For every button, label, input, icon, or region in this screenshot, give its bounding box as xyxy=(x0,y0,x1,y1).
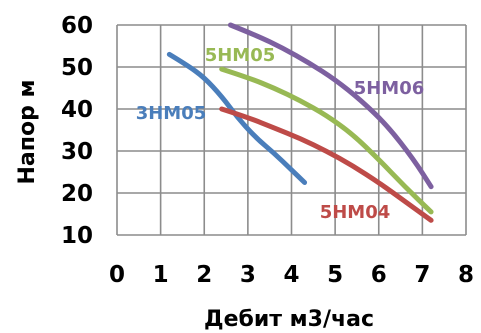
x-tick-label-1: 1 xyxy=(153,262,169,288)
series-line-3hm05 xyxy=(166,51,308,185)
y-tick-label-40: 40 xyxy=(61,97,93,123)
x-tick-label-8: 8 xyxy=(458,262,474,288)
y-tick-label-30: 30 xyxy=(61,139,93,165)
series-label-3hm05: 3HM05 xyxy=(136,103,207,124)
x-tick-label-0: 0 xyxy=(109,262,125,288)
series-line-5hm05 xyxy=(219,66,434,215)
x-tick-label-3: 3 xyxy=(240,262,256,288)
series-lines xyxy=(166,22,434,223)
tick-labels: 0 1 2 3 4 5 6 7 8 10 20 30 40 50 60 xyxy=(61,13,474,288)
x-tick-label-5: 5 xyxy=(327,262,343,288)
x-tick-label-2: 2 xyxy=(196,262,212,288)
y-tick-label-20: 20 xyxy=(61,181,93,207)
x-tick-label-6: 6 xyxy=(371,262,387,288)
x-axis-title: Дебит м3/час xyxy=(204,307,374,332)
x-tick-label-7: 7 xyxy=(414,262,430,288)
series-label-5hm04: 5HM04 xyxy=(320,202,391,223)
grid xyxy=(116,24,467,236)
series-line-5hm04 xyxy=(219,106,434,223)
y-tick-label-10: 10 xyxy=(61,223,93,249)
series-label-5hm06: 5HM06 xyxy=(354,78,425,99)
x-tick-label-4: 4 xyxy=(283,262,299,288)
y-tick-label-60: 60 xyxy=(61,13,93,39)
series-line-5hm06 xyxy=(227,22,434,190)
y-axis-title: Напор м xyxy=(15,80,40,185)
series-labels: 3HM05 5HM05 5HM06 5HM04 xyxy=(136,45,425,223)
series-label-5hm05: 5HM05 xyxy=(205,45,276,66)
y-tick-label-50: 50 xyxy=(61,55,93,81)
